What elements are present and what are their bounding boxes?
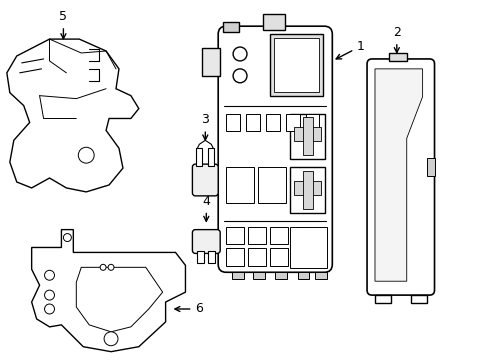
Polygon shape — [7, 39, 139, 192]
Bar — [225, 227, 244, 244]
Bar — [297, 272, 309, 279]
Bar — [196, 148, 202, 166]
Bar — [426, 158, 434, 176]
Bar — [269, 34, 323, 96]
Bar — [265, 113, 279, 131]
Circle shape — [108, 264, 114, 270]
Bar — [410, 295, 426, 303]
Circle shape — [100, 264, 106, 270]
Bar — [208, 148, 214, 166]
Bar — [247, 227, 265, 244]
FancyBboxPatch shape — [366, 59, 434, 295]
Bar — [208, 251, 215, 264]
Text: 3: 3 — [201, 113, 209, 140]
Bar — [232, 272, 244, 279]
Bar — [388, 53, 406, 61]
Bar — [274, 272, 286, 279]
FancyBboxPatch shape — [192, 164, 218, 196]
Bar — [302, 117, 313, 155]
Bar — [197, 251, 204, 264]
Bar — [273, 38, 319, 92]
Text: 2: 2 — [392, 26, 400, 53]
Bar — [315, 272, 326, 279]
Polygon shape — [374, 69, 422, 281]
Circle shape — [78, 147, 94, 163]
Polygon shape — [76, 267, 163, 332]
Bar — [289, 113, 325, 159]
Bar — [305, 113, 319, 131]
FancyBboxPatch shape — [218, 26, 332, 272]
Bar — [291, 227, 309, 244]
Circle shape — [44, 270, 54, 280]
Bar — [252, 272, 264, 279]
Bar — [293, 181, 321, 195]
Bar — [269, 248, 287, 266]
Bar — [202, 48, 220, 76]
Bar — [263, 14, 284, 30]
FancyBboxPatch shape — [192, 230, 220, 253]
Bar — [289, 167, 325, 213]
Bar — [257, 167, 285, 203]
Circle shape — [63, 234, 71, 242]
Bar — [285, 113, 299, 131]
Text: 6: 6 — [175, 302, 203, 315]
Bar — [302, 171, 313, 209]
Bar — [225, 113, 240, 131]
Bar — [225, 167, 253, 203]
Bar — [245, 113, 259, 131]
Bar — [223, 22, 239, 32]
Bar — [247, 248, 265, 266]
Circle shape — [233, 69, 246, 83]
Circle shape — [44, 304, 54, 314]
Circle shape — [44, 290, 54, 300]
Text: 5: 5 — [59, 10, 67, 39]
Bar — [289, 227, 326, 268]
Bar — [225, 248, 244, 266]
Text: 1: 1 — [335, 40, 364, 59]
Bar — [291, 248, 309, 266]
Circle shape — [233, 47, 246, 61]
Polygon shape — [32, 230, 185, 352]
Bar — [269, 227, 287, 244]
Circle shape — [104, 332, 118, 346]
Bar — [374, 295, 390, 303]
Text: 4: 4 — [202, 195, 210, 221]
Bar — [293, 127, 321, 141]
